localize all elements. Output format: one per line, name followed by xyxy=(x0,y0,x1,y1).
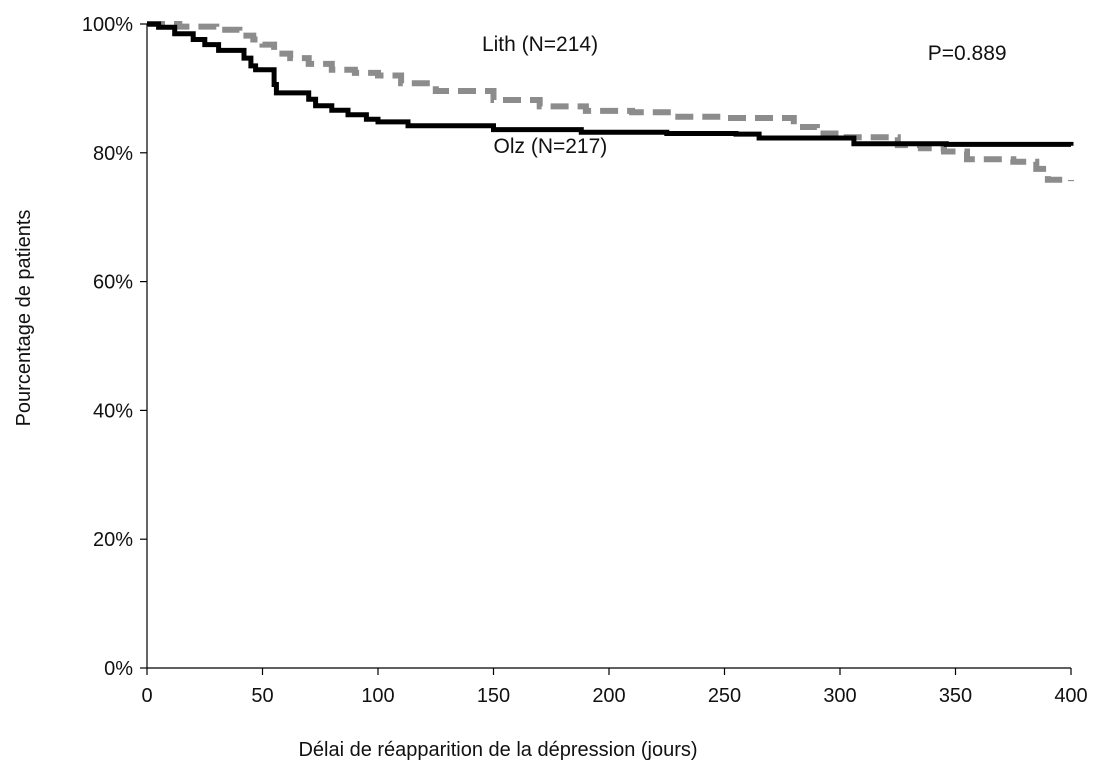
x-axis-title: Délai de réapparition de la dépression (… xyxy=(298,739,697,761)
x-tick-label: 350 xyxy=(939,685,972,707)
x-tick-label: 150 xyxy=(477,685,510,707)
y-tick-label: 0% xyxy=(104,658,133,680)
annotation-olz-label: Olz (N=217) xyxy=(494,135,608,158)
x-tick-label: 400 xyxy=(1054,685,1087,707)
y-tick-label: 20% xyxy=(93,529,133,551)
y-tick-label: 40% xyxy=(93,400,133,422)
y-axis-title: Pourcentage de patients xyxy=(13,210,35,427)
x-tick-label: 300 xyxy=(823,685,856,707)
series-line-olz xyxy=(147,21,1074,147)
y-tick-label: 60% xyxy=(93,272,133,294)
y-ticks: 0% 20% 40% 60% 80% 100% xyxy=(82,14,147,680)
x-ticks: 0 50 100 150 200 250 300 350 400 xyxy=(141,668,1088,707)
x-tick-label: 50 xyxy=(251,685,273,707)
x-tick-label: 250 xyxy=(708,685,741,707)
annotation-layer: Lith (N=214) Olz (N=217) P=0.889 xyxy=(482,33,1007,158)
x-tick-label: 200 xyxy=(592,685,625,707)
annotation-p-value: P=0.889 xyxy=(928,42,1007,65)
x-tick-label: 0 xyxy=(141,685,152,707)
x-tick-label: 100 xyxy=(361,685,394,707)
y-tick-label: 100% xyxy=(82,14,133,36)
y-tick-label: 80% xyxy=(93,143,133,165)
annotation-lith-label: Lith (N=214) xyxy=(482,33,598,56)
series-line-lith xyxy=(147,21,1074,183)
axes xyxy=(146,24,1071,669)
series-layer xyxy=(147,21,1074,183)
